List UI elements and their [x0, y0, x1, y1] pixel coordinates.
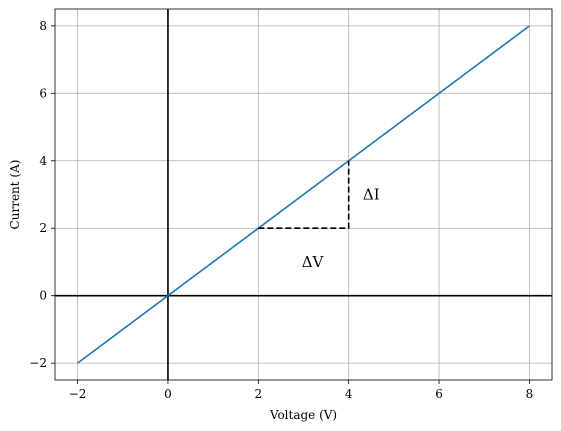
ticks: −2 0 2 4 6 8 −2 0 2 4 6 8	[29, 19, 533, 401]
x-tick-label: 8	[526, 387, 534, 401]
plot-frame	[54, 8, 553, 381]
y-tick-label: 0	[39, 289, 47, 303]
y-tick-label: 6	[39, 86, 47, 100]
x-tick-label: 6	[435, 387, 443, 401]
zero-lines	[55, 9, 552, 380]
y-tick-label: 8	[39, 19, 47, 33]
x-tick-label: 0	[164, 387, 172, 401]
y-tick-label: 2	[39, 221, 47, 235]
x-tick-label: −2	[69, 387, 87, 401]
series-layer	[77, 25, 530, 364]
series-line	[77, 25, 530, 364]
x-tick-label: 4	[345, 387, 353, 401]
x-axis-label: Voltage (V)	[269, 408, 337, 422]
delta-dashed-line	[258, 160, 350, 230]
y-tick-label: −2	[29, 356, 47, 370]
y-tick-label: 4	[39, 154, 47, 168]
delta-v-label: ΔV	[302, 253, 325, 271]
annotations: ΔV ΔI	[302, 186, 380, 271]
x-tick-label: 2	[254, 387, 262, 401]
delta-triangle	[258, 160, 350, 230]
delta-i-label: ΔI	[363, 186, 380, 204]
y-axis-label: Current (A)	[8, 160, 22, 230]
